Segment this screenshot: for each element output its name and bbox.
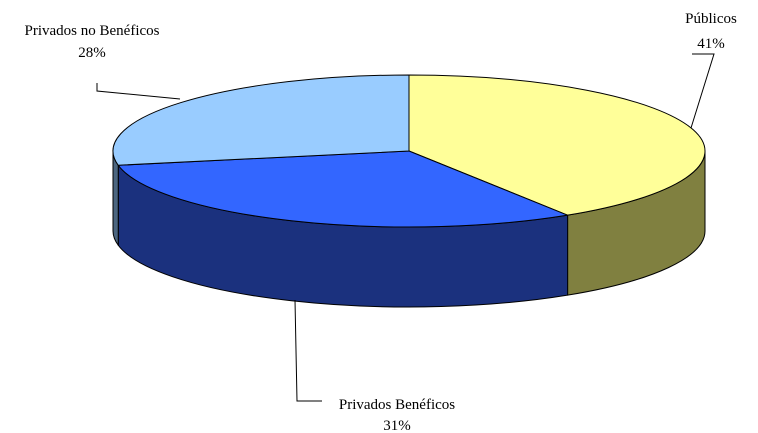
pie-tops — [112, 74, 706, 228]
leader-line-publicos — [690, 53, 715, 129]
slice-labels: Públicos 41% Privados Benéficos 31% Privados… — [25, 11, 737, 433]
slice-percent-privados-no-beneficos: 28% — [78, 45, 106, 61]
leader-line-privados-no-beneficos — [96, 83, 181, 100]
slice-top-privados-no-beneficos — [112, 74, 410, 166]
leader-line-privados-beneficos — [294, 299, 322, 402]
slice-side-privados-no-beneficos — [112, 150, 119, 246]
slice-top-publicos — [408, 74, 706, 216]
slice-label-privados-beneficos: Privados Benéficos — [339, 397, 455, 413]
slice-label-privados-no-beneficos: Privados no Benéficos — [25, 23, 160, 39]
slice-top-privados-beneficos — [117, 150, 569, 228]
slice-percent-privados-beneficos: 31% — [383, 418, 411, 433]
leader-lines — [96, 53, 715, 402]
slice-label-publicos: Públicos — [685, 11, 737, 27]
slice-percent-publicos: 41% — [697, 36, 725, 52]
